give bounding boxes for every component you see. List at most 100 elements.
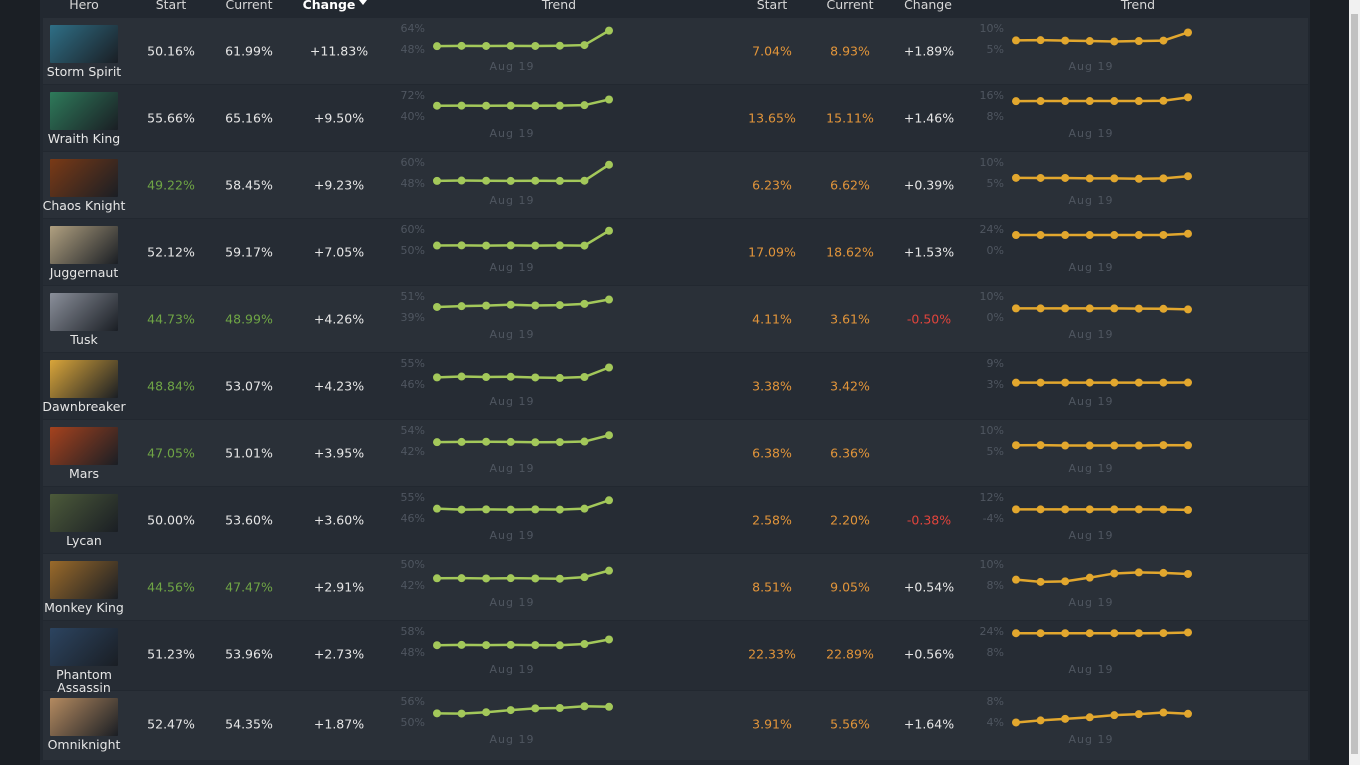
column-header[interactable]: Change [302,0,356,12]
win-change: +11.83% [309,43,369,59]
trend-point [457,437,466,446]
trend-point [1110,441,1119,450]
trend-tick-label: 54% [401,424,425,437]
win-change: +2.73% [313,646,365,662]
win-start: 55.66% [147,110,195,126]
trend-point [1159,96,1168,105]
hero-name: Chaos Knight [42,198,126,213]
pick-current: 3.61% [830,311,870,327]
pick-current: 5.56% [830,716,870,732]
trend-point [531,505,540,514]
trend-point [506,241,515,250]
trend-point [1012,378,1020,387]
trend-point [555,176,564,185]
column-header: Current [225,0,273,12]
trend-tick-label: 10% [980,424,1004,437]
table-row [43,152,1308,218]
win-change: +2.91% [313,579,365,595]
trend-tick-label: 51% [401,290,425,303]
trend-point [1085,174,1094,183]
trend-point [457,372,466,381]
trend-tick-label: 3% [987,378,1004,391]
trend-x-label: Aug 19 [490,663,535,676]
trend-x-label: Aug 19 [490,261,535,274]
win-current: 58.45% [225,177,273,193]
win-current: 47.47% [225,579,273,595]
trend-point [433,709,441,718]
trend-tick-label: 46% [401,512,425,525]
trend-point [433,504,441,513]
trend-point [580,373,589,381]
trend-x-label: Aug 19 [490,733,535,746]
win-current: 51.01% [225,445,273,461]
win-current: 65.16% [225,110,273,126]
trend-point [1012,231,1020,240]
win-change: +3.60% [313,512,365,528]
trend-point [482,373,491,381]
trend-tick-label: 56% [401,695,425,708]
pick-change: +1.46% [903,110,955,126]
trend-point [605,95,613,104]
trend-x-label: Aug 19 [1069,596,1114,609]
trend-point [433,438,441,447]
pick-current: 18.62% [826,244,874,260]
trend-tick-label: 5% [987,445,1004,458]
trend-point [482,301,491,310]
trend-point [605,635,613,644]
trend-tick-label: 50% [401,558,425,571]
trend-point [1012,36,1020,45]
trend-point [605,363,613,372]
trend-point [1134,629,1143,638]
trend-point [555,641,564,650]
trend-point [1085,37,1094,46]
trend-point [433,176,441,185]
trend-point [1012,304,1020,313]
trend-line [436,434,610,444]
trend-tick-label: 8% [987,646,1004,659]
trend-point [605,26,613,35]
trend-point [580,640,589,649]
trend-line [436,638,610,647]
pick-change: +0.56% [903,646,955,662]
win-current: 48.99% [225,311,273,327]
win-start: 44.56% [147,579,195,595]
hero-name: Juggernaut [49,265,119,280]
trend-point [555,241,564,250]
trend-tick-label: 24% [980,223,1004,236]
win-change: +4.23% [313,378,365,394]
pick-current: 9.05% [830,579,870,595]
trend-point [1036,441,1045,450]
trend-point [1134,231,1143,240]
trend-point [1085,97,1094,106]
trend-point [506,640,515,649]
trend-point [531,176,540,185]
trend-point [531,41,540,50]
trend-line [1015,307,1189,311]
win-start: 44.73% [147,311,195,327]
trend-point [482,505,491,514]
trend-x-label: Aug 19 [490,596,535,609]
trend-x-label: Aug 19 [490,127,535,140]
trend-point [1184,441,1192,450]
trend-point [1184,93,1192,102]
scroll-thumb[interactable] [1351,14,1358,754]
win-start: 50.00% [147,512,195,528]
win-current: 53.07% [225,378,273,394]
win-change: +7.05% [313,244,365,260]
pick-start: 7.04% [752,43,792,59]
trend-point [1159,629,1168,638]
pick-change: -0.38% [906,512,952,528]
hero-icon [50,92,118,130]
scrollbar[interactable] [1349,0,1360,765]
win-start: 50.16% [147,43,195,59]
trend-point [1110,629,1119,638]
trend-point [1061,304,1070,313]
trend-point [1184,172,1192,181]
hero-icon [50,427,118,465]
trend-line [1015,711,1189,724]
trend-line [436,229,610,247]
trend-point [555,704,564,712]
trend-point [1012,718,1020,727]
trend-point [1061,378,1070,387]
trend-x-label: Aug 19 [1069,194,1114,207]
